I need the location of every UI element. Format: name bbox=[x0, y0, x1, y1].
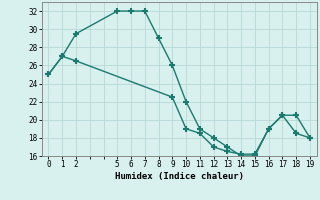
X-axis label: Humidex (Indice chaleur): Humidex (Indice chaleur) bbox=[115, 172, 244, 181]
